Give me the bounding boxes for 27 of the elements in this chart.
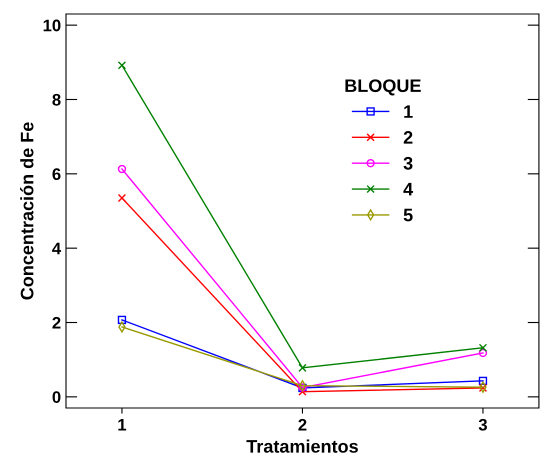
point [118, 194, 126, 202]
y-axis-title: Concentración de Fe [20, 122, 34, 300]
point [478, 344, 488, 352]
legend-label: 3 [404, 156, 413, 170]
legend-label: 4 [403, 182, 414, 196]
point [118, 61, 126, 70]
point [478, 384, 488, 392]
y-tick-label: 8 [52, 94, 61, 106]
legend-label: 2 [404, 131, 412, 144]
y-tick-label: 10 [44, 20, 60, 32]
y-tick-label: 2 [52, 316, 60, 329]
point [298, 364, 307, 372]
legend-label: 1 [404, 105, 413, 118]
point [478, 348, 488, 358]
point [478, 376, 488, 386]
x-tick-label: 3 [478, 418, 487, 431]
legend-label: 5 [404, 208, 413, 222]
point [118, 164, 126, 174]
y-tick-label: 4 [52, 242, 62, 254]
point [118, 316, 126, 324]
x-tick-label: 2 [298, 418, 306, 430]
x-tick-label: 1 [118, 419, 126, 430]
y-tick-label: 0 [52, 391, 60, 404]
point [298, 387, 307, 396]
y-tick-label: 6 [52, 168, 61, 180]
x-axis-title: Tratamientos [246, 440, 358, 453]
legend-title: BLOQUE [345, 79, 421, 96]
